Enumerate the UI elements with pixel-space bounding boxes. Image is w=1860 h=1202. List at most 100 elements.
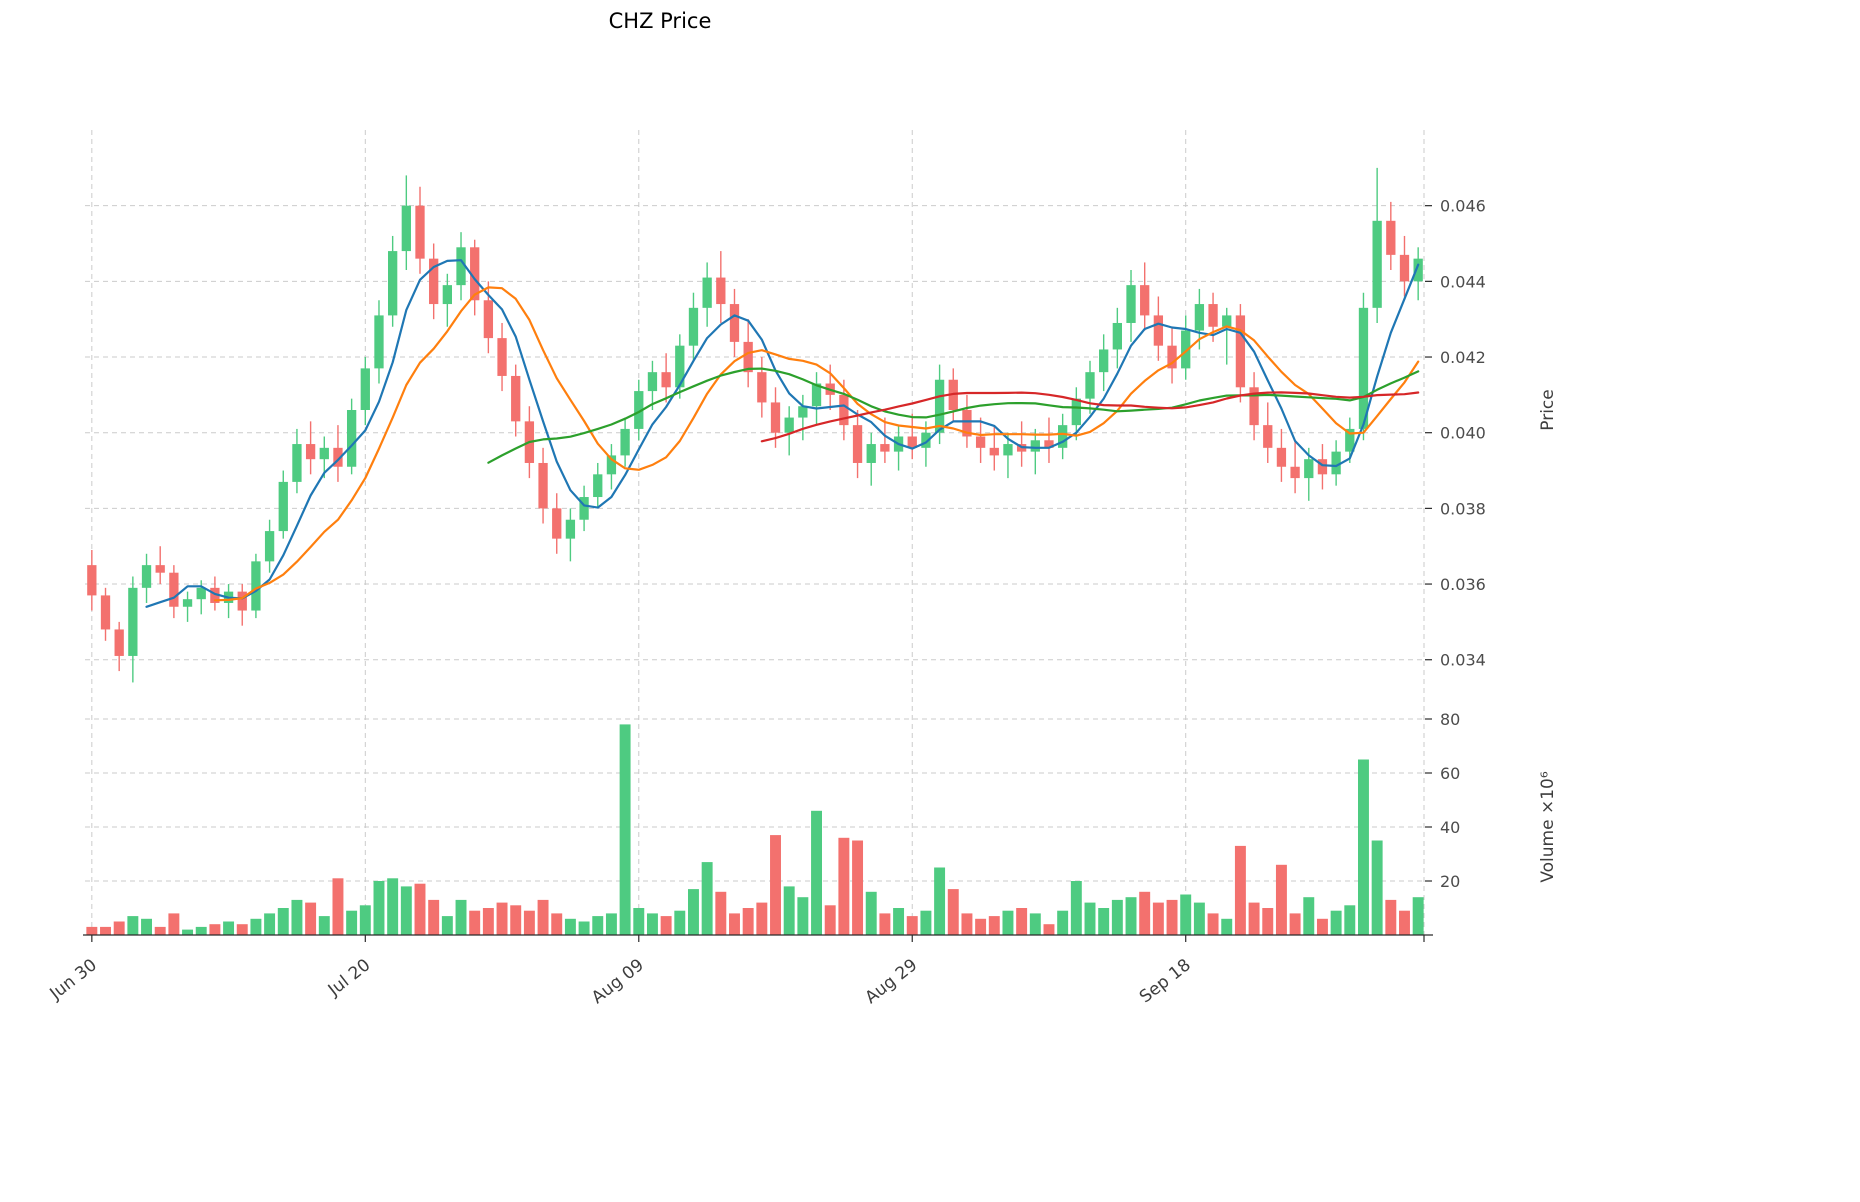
- moving-average-lines: [145, 259, 1420, 608]
- volume-bar: [701, 862, 713, 935]
- candle-body: [1044, 440, 1054, 448]
- candle-body: [292, 444, 302, 482]
- candle-body: [1317, 459, 1328, 475]
- candle-body: [716, 277, 726, 305]
- volume-bar: [469, 910, 481, 935]
- candle-body: [333, 447, 343, 467]
- volume-bar: [1275, 864, 1287, 935]
- axes: 0.034 0.036 0.038 0.040 0.042 0.044 0.046 20 40 6…: [46, 197, 1486, 1008]
- volume-bar: [1316, 918, 1328, 935]
- candle-body: [415, 205, 425, 259]
- volume-bar: [1016, 908, 1028, 935]
- candle-body: [483, 300, 494, 339]
- volume-bar: [182, 929, 194, 935]
- volume-bar: [264, 913, 276, 935]
- volume-bar: [250, 918, 262, 935]
- volume-bar: [1399, 910, 1410, 935]
- ma-line-30: [487, 367, 1420, 464]
- candle-body: [1413, 258, 1423, 282]
- axis-tick-label: 60: [1440, 764, 1460, 783]
- candle-body: [634, 391, 644, 429]
- volume-bar: [879, 913, 891, 935]
- volume-bar: [291, 899, 303, 935]
- candle-body: [1263, 425, 1273, 448]
- volume-bar: [934, 867, 946, 935]
- axis-tick-label: 20: [1440, 872, 1460, 891]
- volume-bar: [1412, 897, 1424, 935]
- axis-tick-label: 0.040: [1440, 424, 1486, 443]
- candle-body: [538, 462, 548, 509]
- candle-body: [921, 432, 931, 448]
- candle-body: [1358, 307, 1369, 429]
- page-title: CHZ Price: [608, 9, 712, 33]
- volume-bar: [305, 902, 317, 935]
- axis-tick-label: 40: [1440, 818, 1460, 837]
- candle-body: [798, 406, 808, 418]
- candle-body: [1181, 330, 1191, 369]
- candle-body: [593, 474, 603, 498]
- volume-bar: [619, 724, 631, 935]
- volume-bar: [551, 913, 563, 935]
- candle-body: [1167, 345, 1177, 369]
- candle-body: [456, 247, 466, 286]
- candle-body: [811, 383, 822, 407]
- volume-bar: [510, 905, 522, 935]
- volume-bar: [400, 886, 412, 935]
- gridlines: [85, 130, 1425, 935]
- volume-bar: [332, 878, 344, 935]
- volume-bar: [523, 910, 535, 935]
- candle-body: [87, 565, 97, 596]
- candle-body: [319, 447, 329, 460]
- volume-bar: [1180, 894, 1192, 935]
- candle-body: [975, 436, 986, 448]
- candle-body: [264, 531, 275, 562]
- volume-bar: [1248, 902, 1260, 935]
- candle-body: [1304, 459, 1314, 479]
- volume-bar: [646, 913, 658, 935]
- ma-line-50: [760, 391, 1420, 443]
- candle-body: [470, 247, 480, 301]
- volume-bar: [947, 889, 959, 935]
- candle-body: [702, 277, 712, 308]
- ma-line-5: [145, 259, 1420, 608]
- volume-bar: [852, 840, 864, 935]
- candle-body: [114, 629, 124, 656]
- volume-bar: [893, 908, 905, 935]
- volume-bar: [168, 913, 180, 935]
- volume-bar: [1221, 918, 1233, 935]
- volume-bar: [236, 924, 248, 935]
- axis-tick-label: 0.044: [1440, 272, 1486, 291]
- volume-bar: [1084, 902, 1096, 935]
- volume-bar: [537, 899, 549, 935]
- volume-bar: [127, 916, 139, 935]
- candle-body: [196, 587, 206, 600]
- volume-bar: [428, 899, 440, 935]
- candle-body: [1112, 322, 1122, 350]
- candle-body: [388, 251, 398, 316]
- volume-bar: [920, 910, 932, 935]
- volume-bar: [195, 926, 207, 935]
- candle-body: [729, 304, 740, 342]
- volume-bar: [100, 926, 111, 935]
- candle-body: [1208, 304, 1218, 327]
- volume-bar: [346, 910, 358, 935]
- candle-body: [907, 436, 917, 448]
- volume-bar: [387, 878, 399, 935]
- volume-bars-group: [86, 724, 1424, 935]
- candle-body: [182, 599, 193, 607]
- volume-bar: [1303, 897, 1315, 935]
- volume-axis-label: Volume ×10⁶: [1538, 771, 1558, 883]
- candle-body: [620, 428, 630, 456]
- volume-bar: [660, 916, 672, 935]
- candle-body: [579, 497, 589, 520]
- price-axis-label: Price: [1538, 389, 1558, 431]
- volume-bar: [441, 916, 453, 935]
- volume-bar: [1234, 845, 1246, 935]
- candle-body: [606, 455, 617, 475]
- candle-body: [497, 338, 507, 376]
- axis-tick-label: 0.034: [1440, 651, 1486, 670]
- volume-bar: [1193, 902, 1205, 935]
- volume-bar: [811, 810, 822, 935]
- volume-bar: [961, 913, 973, 935]
